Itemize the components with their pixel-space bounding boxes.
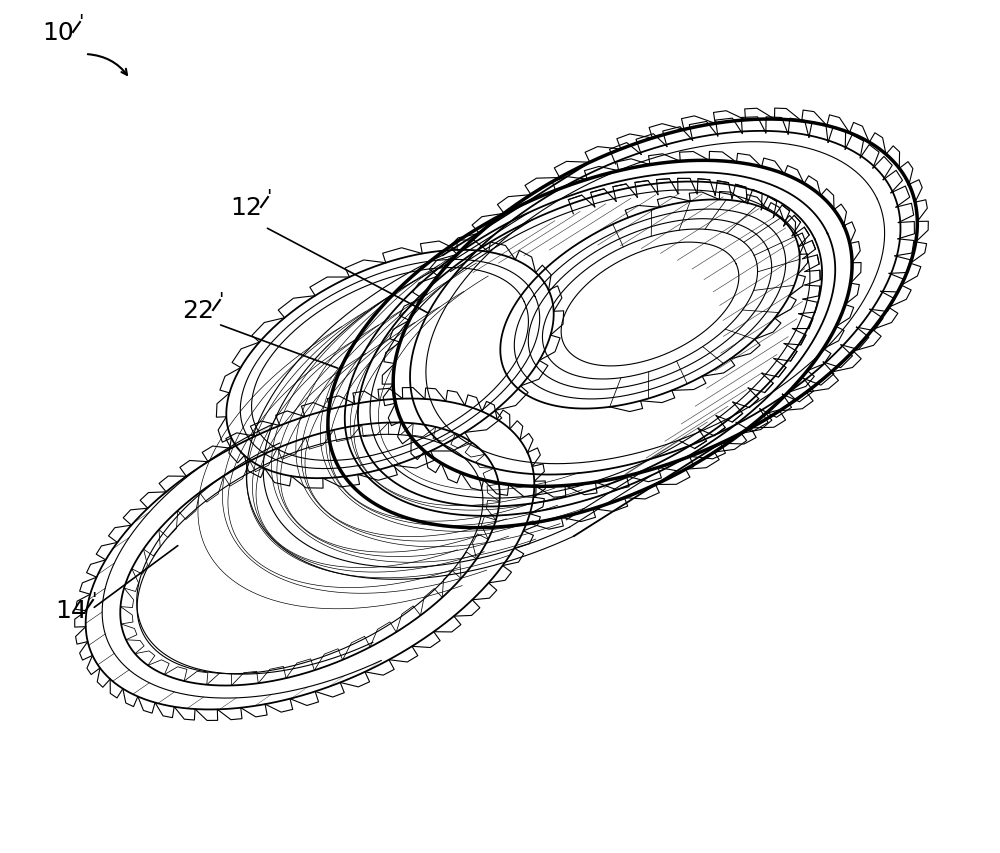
Polygon shape	[809, 123, 828, 143]
Text: 10: 10	[42, 21, 74, 45]
Polygon shape	[782, 379, 814, 403]
Polygon shape	[896, 204, 914, 223]
Polygon shape	[788, 119, 809, 138]
Polygon shape	[889, 257, 910, 274]
Text: 14: 14	[55, 598, 87, 623]
Polygon shape	[828, 128, 846, 150]
Polygon shape	[856, 310, 883, 331]
Polygon shape	[804, 363, 834, 386]
Text: ': '	[78, 13, 83, 32]
Polygon shape	[766, 118, 788, 135]
Text: ': '	[266, 188, 271, 206]
Polygon shape	[663, 127, 693, 148]
Polygon shape	[845, 136, 863, 159]
Text: 12: 12	[230, 196, 262, 220]
Polygon shape	[881, 274, 904, 293]
Polygon shape	[891, 187, 910, 208]
Text: ': '	[218, 291, 223, 310]
Polygon shape	[860, 145, 879, 169]
Polygon shape	[689, 122, 718, 141]
Polygon shape	[716, 119, 742, 136]
Polygon shape	[610, 143, 641, 165]
Polygon shape	[823, 345, 852, 368]
Text: ': '	[91, 590, 96, 609]
Polygon shape	[841, 328, 869, 350]
Polygon shape	[873, 157, 892, 181]
Polygon shape	[736, 409, 768, 432]
Polygon shape	[760, 395, 792, 418]
Polygon shape	[636, 135, 667, 155]
Polygon shape	[883, 171, 903, 194]
Text: 22: 22	[182, 299, 214, 322]
Polygon shape	[741, 118, 766, 134]
Polygon shape	[898, 223, 914, 240]
Polygon shape	[895, 240, 914, 257]
Polygon shape	[870, 292, 895, 312]
